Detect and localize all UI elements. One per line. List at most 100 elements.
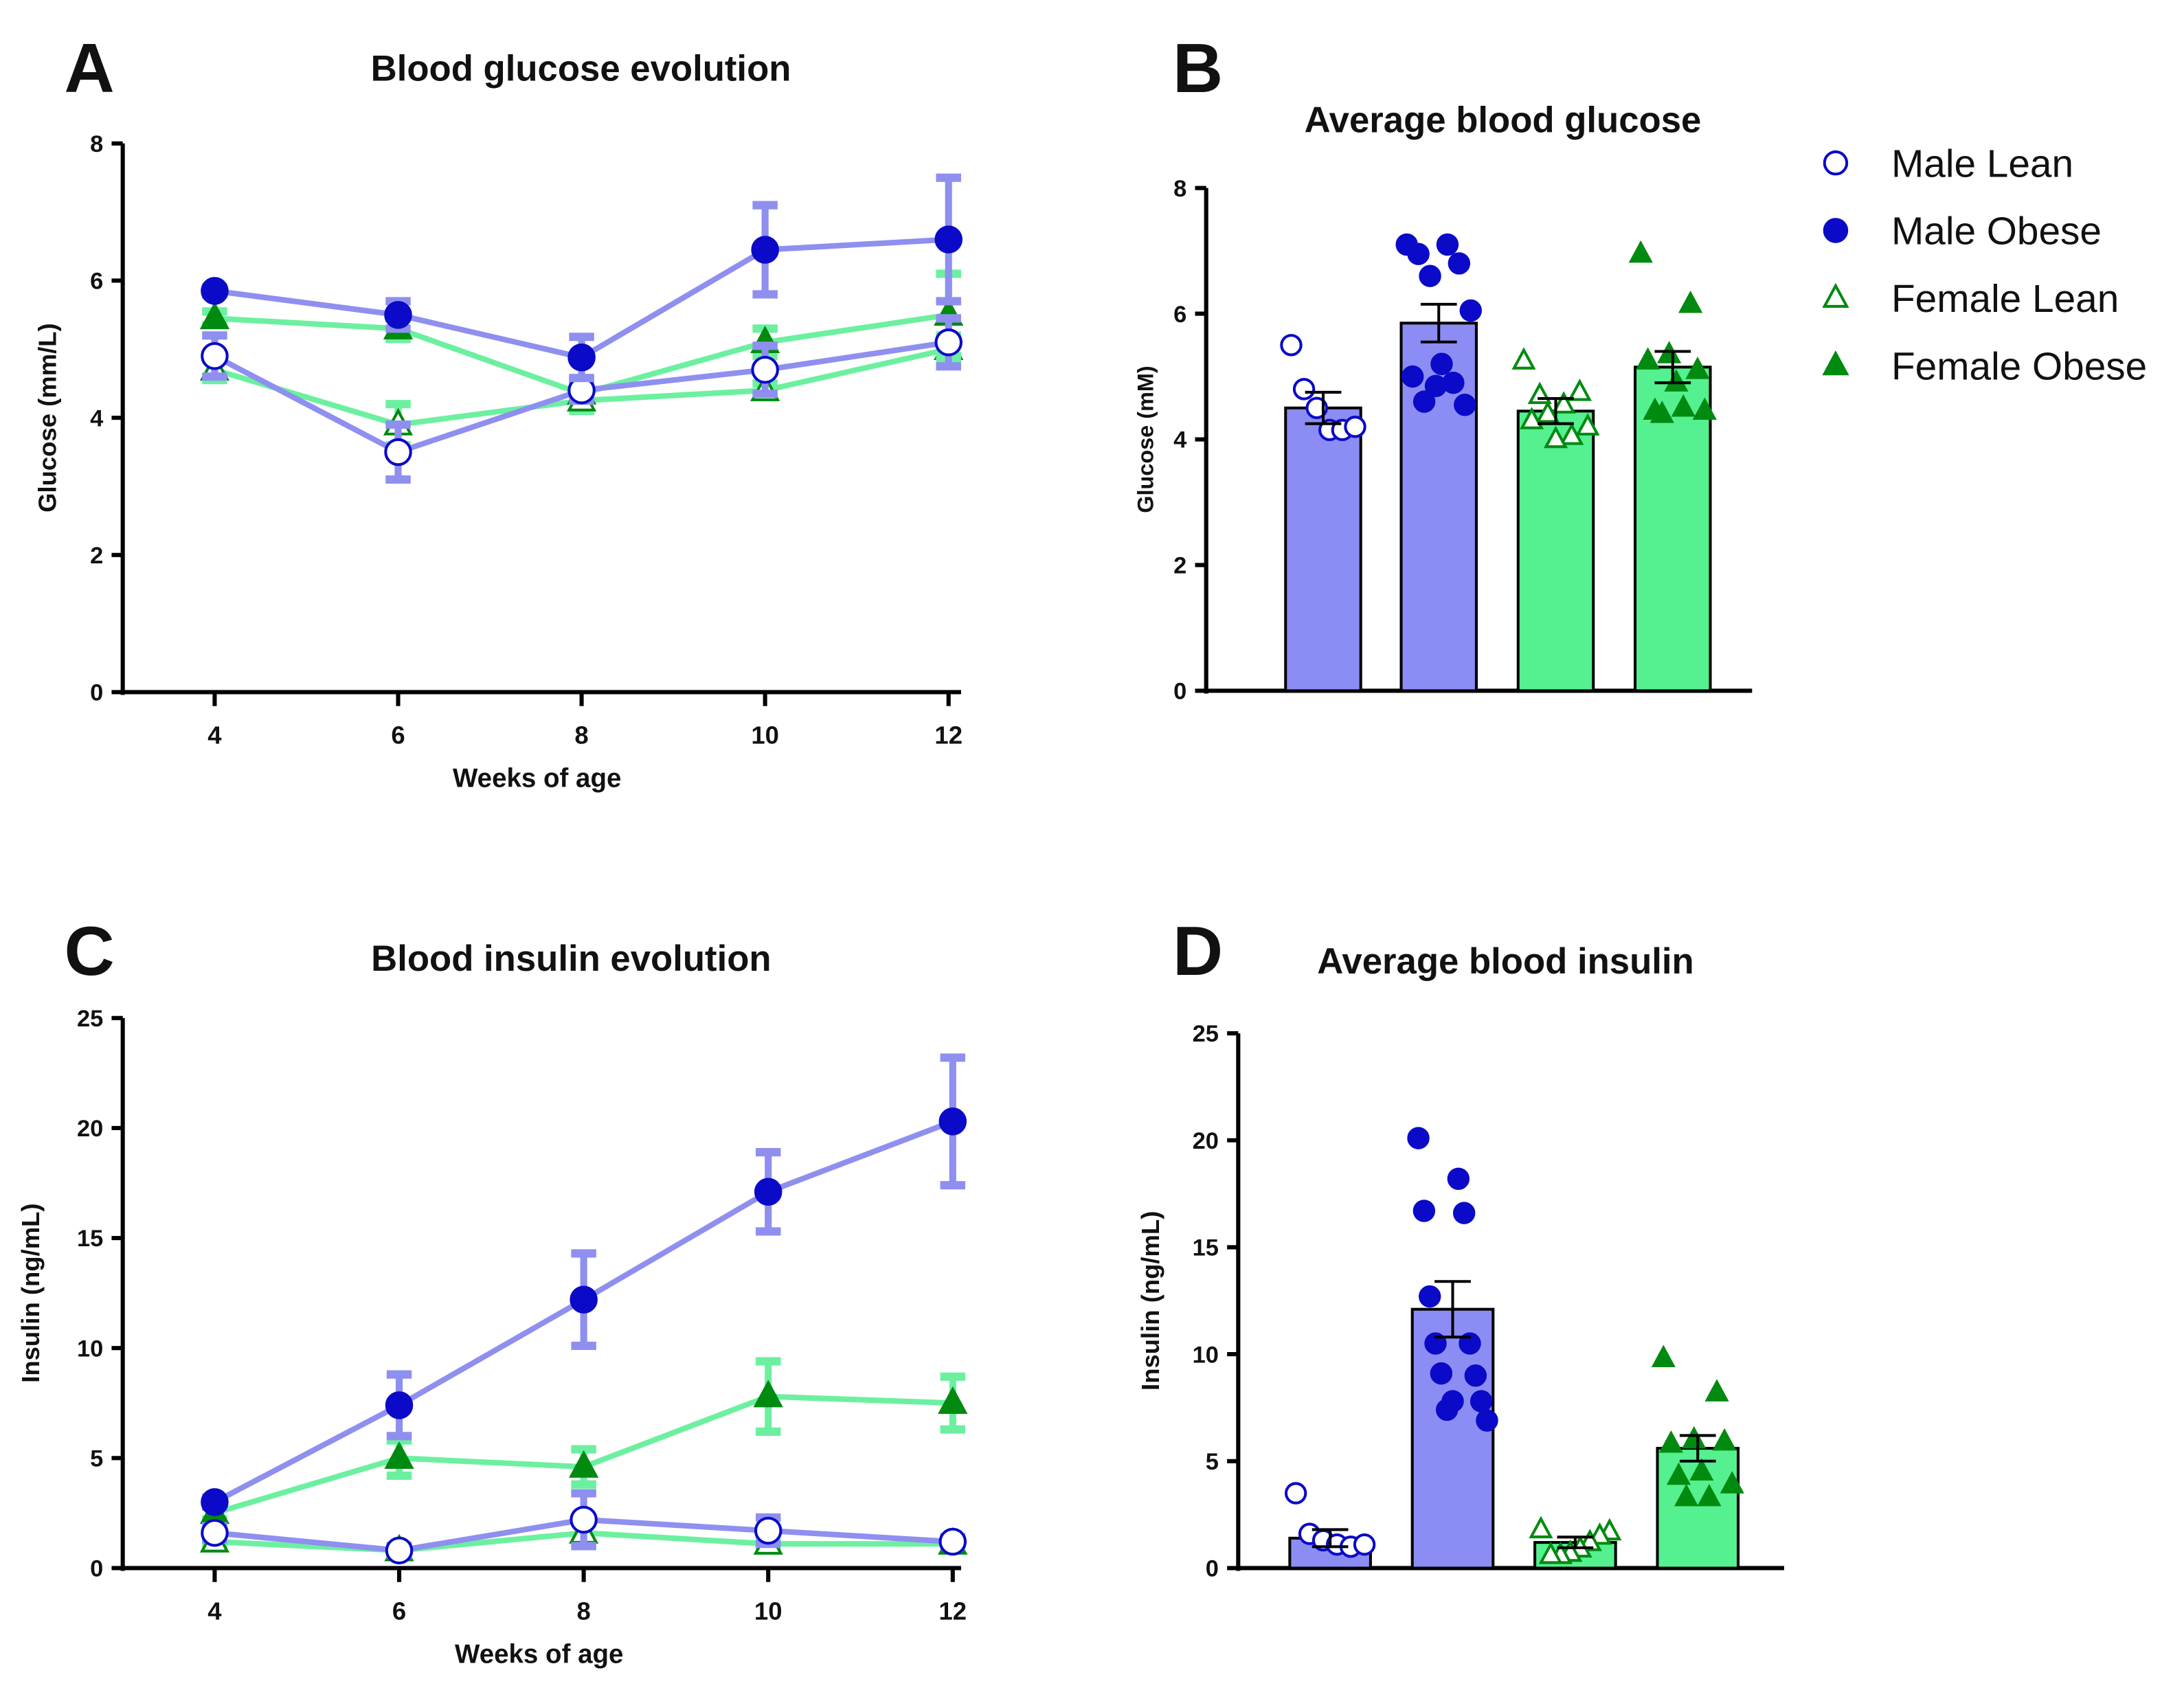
y-tick-label: 0 bbox=[90, 1556, 103, 1582]
data-point bbox=[1430, 352, 1453, 375]
bar-group-male-lean bbox=[1284, 1482, 1376, 1570]
series-male-lean bbox=[201, 1489, 967, 1565]
data-point bbox=[1651, 1344, 1676, 1367]
series-male-obese bbox=[201, 1053, 967, 1516]
data-point bbox=[1543, 425, 1568, 449]
data-point bbox=[199, 302, 230, 330]
data-point bbox=[1401, 365, 1424, 388]
data-point bbox=[570, 1505, 598, 1534]
legend-label: Male Obese bbox=[1891, 210, 2102, 254]
legend-item: Female Lean bbox=[1822, 278, 2119, 321]
data-point bbox=[201, 277, 229, 305]
data-point bbox=[201, 1488, 229, 1516]
data-point bbox=[1412, 1200, 1436, 1222]
data-point bbox=[751, 355, 779, 384]
x-tick-label: 12 bbox=[939, 1597, 967, 1625]
legend-marker-icon bbox=[1822, 350, 1849, 376]
y-tick-label: 2 bbox=[90, 543, 103, 569]
y-axis-label: Glucose (mm/L) bbox=[33, 323, 61, 513]
data-point bbox=[1704, 1379, 1729, 1402]
x-tick-label: 4 bbox=[207, 721, 222, 749]
x-tick-label: 6 bbox=[391, 721, 405, 749]
data-point bbox=[384, 438, 412, 466]
data-point bbox=[1567, 379, 1592, 401]
data-point bbox=[1511, 347, 1536, 370]
legend-item: Male Lean bbox=[1823, 142, 2073, 185]
data-point bbox=[1682, 1426, 1707, 1449]
data-point bbox=[570, 1285, 598, 1314]
legend-label: Female Lean bbox=[1891, 278, 2119, 321]
data-point bbox=[1459, 299, 1482, 322]
data-point bbox=[1658, 1430, 1683, 1453]
data-point bbox=[1459, 1332, 1481, 1355]
y-tick-label: 15 bbox=[1193, 1235, 1219, 1261]
panel-label-c: C bbox=[65, 912, 115, 990]
y-tick-label: 4 bbox=[1173, 427, 1186, 453]
series-male-obese bbox=[201, 173, 962, 383]
data-point bbox=[1674, 1483, 1699, 1507]
data-point bbox=[1476, 1409, 1498, 1432]
data-point bbox=[938, 1107, 967, 1136]
data-point bbox=[1685, 357, 1710, 379]
panel-b: Average blood glucose Glucose (mM) 0 2 4 6 8 bbox=[1134, 100, 1753, 705]
data-point bbox=[1407, 243, 1430, 265]
panel-label-b: B bbox=[1173, 30, 1223, 107]
legend-marker-icon bbox=[1823, 150, 1849, 176]
y-tick-label: 5 bbox=[90, 1445, 103, 1472]
data-point bbox=[385, 1391, 414, 1419]
data-point bbox=[1447, 1167, 1470, 1191]
data-point bbox=[1280, 334, 1303, 357]
y-tick-label: 6 bbox=[90, 269, 103, 295]
panel-c: Blood insulin evolution Insulin (ng/mL) 0 5… bbox=[16, 938, 968, 1669]
data-point bbox=[1436, 233, 1459, 256]
y-axis-label: Glucose (mM) bbox=[1134, 365, 1158, 513]
legend-item: Female Obese bbox=[1822, 345, 2147, 388]
y-tick-label: 8 bbox=[90, 131, 103, 157]
y-tick-label: 10 bbox=[1193, 1342, 1219, 1368]
x-axis-label: Weeks of age bbox=[453, 763, 621, 793]
y-tick-label: 20 bbox=[1193, 1128, 1219, 1154]
data-point bbox=[1452, 1202, 1476, 1224]
data-point bbox=[1551, 391, 1576, 414]
data-point bbox=[567, 343, 596, 372]
data-point bbox=[1697, 1483, 1722, 1507]
y-tick-label: 0 bbox=[1173, 679, 1186, 705]
data-point bbox=[1412, 390, 1436, 413]
data-point bbox=[1448, 252, 1471, 275]
data-point bbox=[751, 236, 779, 264]
data-point bbox=[1284, 1482, 1307, 1505]
data-point bbox=[1636, 347, 1660, 370]
legend-label: Female Obese bbox=[1891, 345, 2147, 388]
x-tick-label: 10 bbox=[751, 721, 779, 749]
data-point bbox=[1441, 1390, 1464, 1413]
bar-group-female-lean bbox=[1529, 1516, 1622, 1570]
data-point bbox=[384, 1441, 414, 1470]
data-point bbox=[1628, 240, 1653, 263]
panel-a: Blood glucose evolution Glucose (mm/L) 0 2 4… bbox=[33, 49, 964, 793]
panel-d: Average blood insulin Insulin (ng/mL) 0 5 10… bbox=[1136, 941, 1784, 1582]
data-point bbox=[1720, 1471, 1744, 1494]
data-point bbox=[1464, 1364, 1487, 1387]
data-point bbox=[1353, 1533, 1376, 1556]
data-point bbox=[1535, 401, 1560, 423]
bar-group-male-lean bbox=[1280, 334, 1366, 693]
bar-group-male-obese bbox=[1395, 233, 1482, 693]
data-point bbox=[1678, 291, 1703, 313]
y-tick-label: 20 bbox=[77, 1116, 103, 1142]
data-point bbox=[1560, 423, 1584, 445]
x-tick-label: 12 bbox=[934, 721, 962, 749]
x-axis-label: Weeks of age bbox=[455, 1639, 623, 1669]
chart-title: Average blood insulin bbox=[1317, 941, 1693, 982]
data-point bbox=[1657, 341, 1682, 363]
data-point bbox=[1671, 394, 1696, 417]
data-point bbox=[201, 341, 229, 370]
bar-group-female-lean bbox=[1511, 347, 1600, 693]
bar bbox=[1516, 409, 1595, 693]
legend-item: Male Obese bbox=[1823, 210, 2102, 254]
data-point bbox=[1424, 1332, 1447, 1355]
data-point bbox=[1430, 1362, 1453, 1385]
data-point bbox=[201, 1518, 229, 1547]
data-point bbox=[1650, 401, 1674, 423]
chart-title: Blood insulin evolution bbox=[371, 938, 771, 979]
